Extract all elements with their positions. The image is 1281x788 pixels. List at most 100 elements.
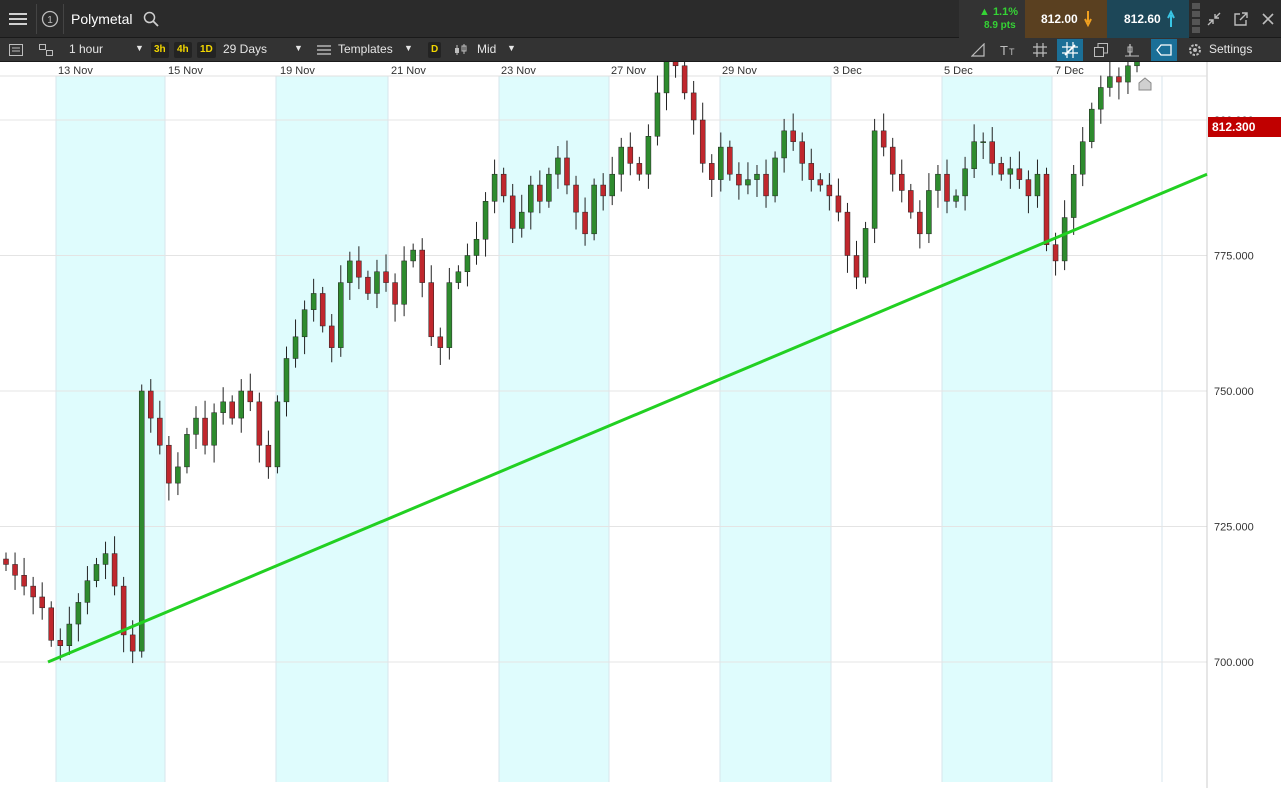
gear-icon[interactable]	[1185, 40, 1205, 60]
candle-body	[175, 466, 181, 484]
candle-body	[971, 141, 977, 170]
candle-body	[636, 163, 643, 175]
candle-body	[917, 211, 923, 235]
candle-body	[310, 293, 317, 310]
templates-select[interactable]: Templates	[338, 42, 393, 56]
chevron-down-icon[interactable]: ▼	[294, 43, 303, 53]
popout-icon[interactable]	[1232, 10, 1250, 28]
candle-body	[220, 401, 226, 413]
quick-interval-1d[interactable]: 1D	[197, 42, 216, 58]
candle-body	[1089, 108, 1095, 142]
list-icon[interactable]	[8, 42, 24, 58]
candle-body	[1007, 168, 1014, 175]
candle-body	[66, 623, 73, 646]
home-marker-icon[interactable]	[1138, 77, 1152, 96]
candle-body	[482, 201, 489, 240]
indicator-icon[interactable]	[1122, 40, 1142, 60]
info-icon[interactable]: 1	[40, 9, 60, 29]
candle-body	[428, 282, 435, 338]
day-shade	[942, 76, 1052, 782]
candle-body	[663, 62, 670, 94]
candle-body	[184, 434, 190, 468]
chevron-down-icon[interactable]: ▼	[135, 43, 144, 53]
up-arrow-icon	[1167, 9, 1177, 33]
candle-body	[555, 157, 561, 175]
candle-body	[962, 168, 968, 197]
candle-body	[256, 401, 263, 446]
candle-body	[1134, 62, 1140, 67]
day-shade	[56, 76, 165, 782]
tag-icon[interactable]	[1151, 39, 1177, 61]
candle-body	[57, 640, 64, 646]
candle-body	[202, 417, 208, 446]
chevron-down-icon[interactable]: ▼	[507, 43, 516, 53]
crosshair-icon[interactable]	[1057, 39, 1083, 61]
divider	[63, 4, 64, 34]
candle-body	[75, 602, 82, 625]
top-bar: 1 Polymetal ▲ 1.1% 8.9 pts 812.00 812.60	[0, 0, 1281, 38]
candle-body	[844, 211, 851, 256]
candle-body	[618, 146, 625, 175]
candle-body	[39, 596, 45, 609]
candle-body	[437, 336, 444, 348]
candle-body	[808, 163, 815, 180]
chevron-down-icon[interactable]: ▼	[404, 43, 413, 53]
collapse-icon[interactable]	[1205, 10, 1223, 28]
candle-body	[727, 146, 733, 175]
range-select[interactable]: 29 Days	[223, 42, 268, 56]
chart-toolbar: 1 hour ▼	[0, 38, 1281, 62]
candle-body	[338, 282, 344, 348]
candle-body	[546, 173, 552, 202]
candle-body	[772, 157, 778, 197]
price-mode-select[interactable]: Mid	[477, 42, 497, 56]
price-chart[interactable]: 13 Nov 15 Nov 19 Nov 21 Nov 23 Nov 27 Nov 29 N…	[0, 62, 1281, 788]
buy-price-button[interactable]: 812.60	[1107, 0, 1189, 38]
candle-body	[473, 238, 480, 256]
candle-body	[347, 260, 353, 283]
candle-body	[862, 228, 869, 278]
candle-body	[899, 173, 905, 191]
candle-body	[12, 564, 18, 576]
depth-bars	[1190, 2, 1202, 36]
candle-body	[871, 130, 878, 229]
quick-interval-3h[interactable]: 3h	[151, 42, 169, 58]
instrument-name[interactable]: Polymetal	[71, 11, 133, 27]
layout-icon[interactable]	[38, 42, 54, 58]
candle-body	[853, 255, 860, 278]
grid-icon[interactable]	[1030, 40, 1050, 60]
candle-body	[980, 141, 986, 143]
candle-body	[120, 585, 127, 636]
y-tick-label: 725.000	[1214, 522, 1254, 534]
candle-body	[229, 401, 235, 419]
menu-icon[interactable]	[4, 6, 32, 32]
candle-body	[410, 249, 416, 262]
candle-body	[672, 62, 679, 67]
candle-body	[365, 276, 371, 294]
candle-body	[564, 157, 570, 186]
candle-body	[817, 179, 824, 186]
settings-button[interactable]: Settings	[1209, 42, 1253, 56]
search-icon[interactable]	[142, 10, 160, 28]
candle-body	[238, 390, 244, 419]
candle-body	[356, 260, 362, 278]
candle-body	[30, 585, 36, 598]
candle-body	[1061, 217, 1068, 262]
interval-select[interactable]: 1 hour	[69, 42, 104, 56]
draw-icon[interactable]	[968, 40, 988, 60]
close-icon[interactable]	[1259, 10, 1277, 28]
sell-price-button[interactable]: 812.00	[1025, 0, 1107, 38]
copy-icon[interactable]	[1091, 40, 1111, 60]
candle-body	[908, 190, 914, 213]
candle-body	[835, 195, 842, 213]
candle-body	[247, 390, 254, 403]
d-toggle[interactable]: D	[428, 42, 442, 58]
candle-body	[129, 634, 136, 652]
x-tick-label: 19 Nov	[280, 65, 315, 77]
candle-body	[1079, 141, 1086, 175]
down-arrow-icon	[1084, 10, 1094, 33]
candle-body	[708, 163, 715, 180]
price-change: ▲ 1.1% 8.9 pts	[959, 0, 1025, 38]
template-icon	[316, 42, 332, 58]
quick-interval-4h[interactable]: 4h	[174, 42, 192, 58]
